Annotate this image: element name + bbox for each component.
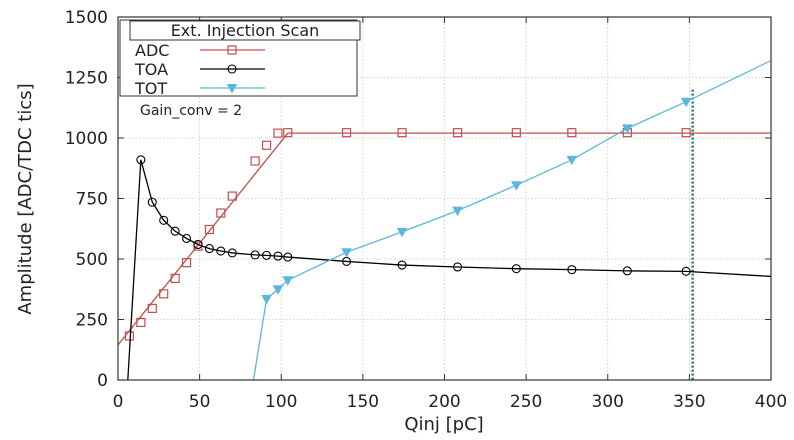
data-point-toa <box>681 266 691 276</box>
x-tick-label: 100 <box>265 392 297 412</box>
data-point-adc <box>147 303 157 313</box>
x-tick-label: 250 <box>510 392 542 412</box>
data-point-adc <box>273 128 283 138</box>
legend-title: Ext. Injection Scan <box>171 21 320 40</box>
data-point-toa <box>170 226 180 236</box>
gain-annotation: Gain_conv = 2 <box>140 103 242 119</box>
y-tick-label: 0 <box>97 371 108 391</box>
data-point-tot <box>341 248 352 258</box>
data-point-tot <box>621 124 633 134</box>
y-tick-label: 1500 <box>65 8 108 28</box>
data-point-toa <box>182 233 192 243</box>
y-axis-label: Amplitude [ADC/TDC tics] <box>15 83 36 314</box>
data-point-adc <box>181 258 192 268</box>
data-point-tot <box>510 181 522 191</box>
data-point-tot <box>261 294 272 305</box>
data-point-toa <box>622 266 632 276</box>
y-tick-label: 750 <box>76 190 108 210</box>
legend-label-tot: TOT <box>134 79 167 98</box>
data-point-toa <box>283 252 293 262</box>
x-tick-label: 150 <box>347 392 379 412</box>
data-point-toa <box>147 197 157 207</box>
data-point-toa <box>136 155 146 165</box>
data-point-adc <box>261 140 272 150</box>
x-tick-label: 350 <box>673 392 705 412</box>
data-point-toa <box>193 239 203 250</box>
data-point-adc <box>397 128 407 138</box>
data-point-toa <box>159 215 169 225</box>
data-point-tot <box>452 206 463 217</box>
series-line-toa <box>127 159 771 380</box>
data-point-tot <box>282 276 294 286</box>
data-point-adc <box>136 317 146 328</box>
data-point-tot <box>272 285 284 295</box>
x-tick-label: 200 <box>428 392 460 412</box>
data-point-toa <box>397 260 407 270</box>
series-clip <box>118 59 771 380</box>
legend-marker-adc <box>227 45 237 55</box>
data-point-toa <box>567 265 577 275</box>
data-point-adc <box>170 273 180 283</box>
data-point-toa <box>250 250 260 260</box>
data-point-toa <box>227 248 237 258</box>
x-axis-label: Qinj [pC] <box>404 414 483 435</box>
plot-frame <box>117 16 772 381</box>
legend-marker-toa <box>227 64 237 74</box>
data-point-adc <box>227 191 237 201</box>
x-tick-label: 300 <box>592 392 624 412</box>
data-point-toa <box>204 244 214 254</box>
data-point-tot <box>396 227 408 238</box>
data-point-adc <box>250 156 260 166</box>
y-tick-label: 250 <box>76 311 108 331</box>
data-point-tot <box>566 155 578 166</box>
y-tick-label: 1250 <box>65 69 108 89</box>
data-point-adc <box>341 128 352 138</box>
data-point-toa <box>273 251 283 261</box>
data-point-adc <box>216 208 226 218</box>
data-point-adc <box>124 331 135 341</box>
series-layer <box>118 59 771 380</box>
legend-label-toa: TOA <box>134 60 168 79</box>
data-point-adc <box>567 128 577 138</box>
data-point-adc <box>681 128 691 138</box>
x-tick-label: 50 <box>189 392 211 412</box>
y-tick-label: 500 <box>76 250 108 270</box>
data-point-adc <box>204 224 215 235</box>
data-point-adc <box>283 128 293 138</box>
axis-ticks: 0 50 100 150 200 250 300 350 400 0 250 500 750 1000 12… <box>65 8 787 412</box>
data-point-adc <box>452 128 463 138</box>
legend-title-box <box>129 20 361 41</box>
data-point-tot <box>680 97 692 108</box>
x-tick-label: 0 <box>113 392 124 412</box>
legend-label-adc: ADC <box>135 41 169 60</box>
data-point-toa <box>216 246 226 256</box>
data-point-toa <box>453 262 463 272</box>
x-tick-label: 400 <box>755 392 787 412</box>
data-point-adc <box>159 289 169 299</box>
data-point-adc <box>511 128 521 138</box>
data-point-toa <box>511 264 521 274</box>
data-point-toa <box>262 250 272 260</box>
y-tick-label: 1000 <box>65 129 108 149</box>
legend-marker-tot <box>226 84 238 94</box>
